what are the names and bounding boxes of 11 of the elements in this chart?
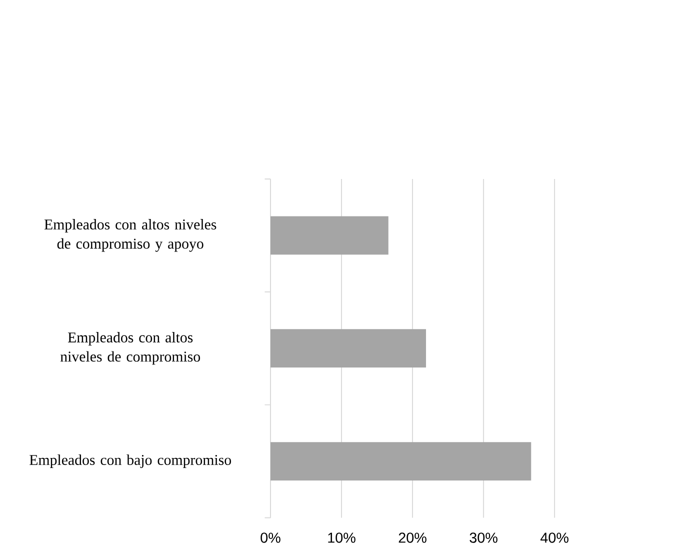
x-tick-label: 40% [540, 532, 568, 543]
bar [270, 329, 426, 368]
bar [270, 442, 532, 480]
x-tick-label: 10% [328, 532, 356, 543]
x-tick-label: 30% [470, 532, 498, 543]
y-tick-label: Empleados con altos niveles de compromiso [60, 332, 200, 365]
y-tick-label: Empleados con bajo compromiso [30, 454, 231, 468]
x-tick-label: 20% [398, 532, 426, 543]
x-tick-label: 0% [260, 532, 280, 543]
y-tick-label: Empleados con altos niveles de compromiso y apoyo [44, 219, 216, 252]
bar [270, 216, 388, 255]
